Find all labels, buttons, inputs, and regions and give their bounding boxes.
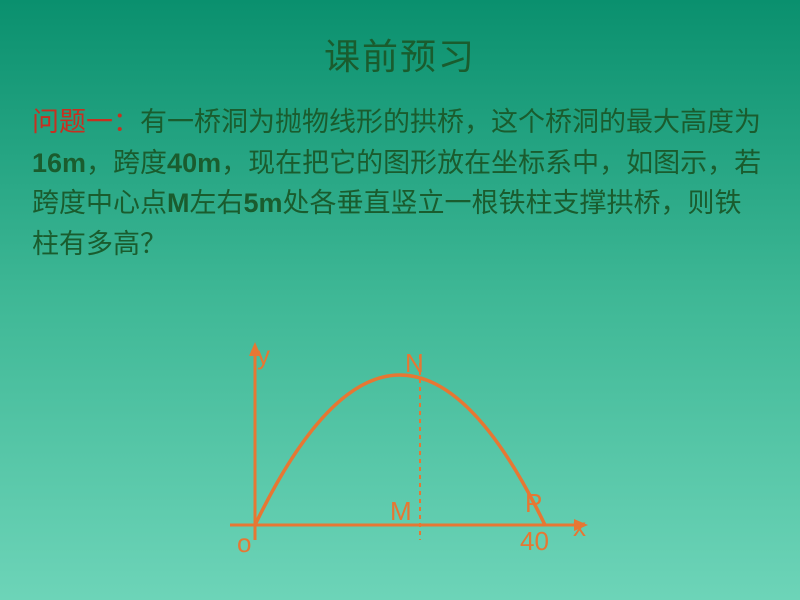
point-p-label: P [525,488,542,519]
span-value: 40m [167,148,221,178]
page-title: 课前预习 [0,0,800,80]
origin-label: o [237,528,251,559]
text-part-2: ，跨度 [86,148,167,178]
height-value: 16m [32,148,86,178]
question-label: 问题一： [32,107,140,137]
x-end-value-label: 40 [520,526,549,557]
y-axis-label: y [257,340,270,371]
point-n-label: N [405,348,424,379]
offset-value: 5m [244,188,283,218]
x-axis-label: x [573,512,586,543]
text-part-1: 有一桥洞为抛物线形的拱桥，这个桥洞的最大高度为 [140,107,761,137]
question-body: 问题一：有一桥洞为抛物线形的拱桥，这个桥洞的最大高度为16m，跨度40m，现在把… [0,80,800,264]
parabola-diagram: y x o N M P 40 [195,340,615,580]
point-m-label: M [390,496,412,527]
text-part-4: 左右 [190,188,244,218]
point-m-text: M [167,188,190,218]
